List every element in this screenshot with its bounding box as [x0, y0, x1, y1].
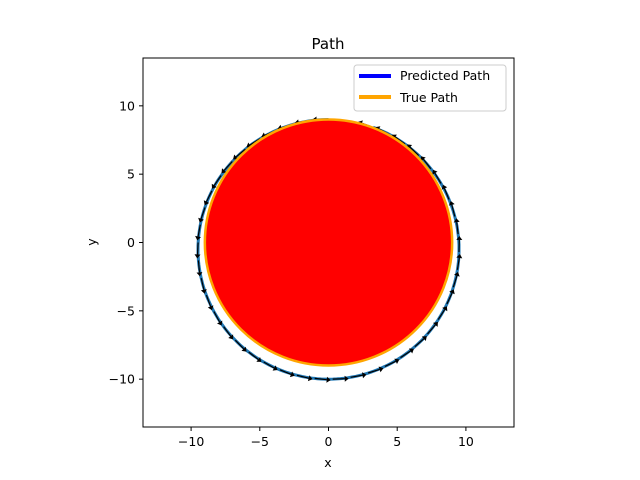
predicted-path-arrow: [434, 172, 442, 184]
x-axis-label: x: [324, 455, 331, 470]
predicted-path-arrowhead: [289, 371, 295, 378]
predicted-path-arrow: [296, 374, 309, 379]
x-axis-ticks: −10 −5 0 5 10: [178, 427, 474, 449]
predicted-path-arrow: [213, 175, 222, 186]
predicted-path-arrowhead: [442, 306, 448, 312]
predicted-path-arrow: [422, 158, 432, 170]
predicted-path-arrowhead: [195, 235, 201, 241]
predicted-path-arrow: [394, 136, 406, 145]
predicted-path-arrowhead: [456, 254, 463, 259]
predicted-path-arrow: [197, 260, 201, 273]
y-tick-label: −5: [117, 303, 135, 318]
predicted-path-arrow: [400, 350, 411, 359]
predicted-path-arrowhead: [196, 272, 203, 277]
predicted-path-arrow: [263, 361, 275, 369]
predicted-path-arrow: [196, 242, 199, 255]
x-tick-label: −10: [178, 434, 204, 449]
predicted-path-arrow: [213, 311, 221, 323]
predicted-path-arrow: [197, 224, 201, 237]
predicted-path-arrowhead: [453, 218, 460, 223]
predicted-path-arrowhead: [432, 169, 438, 175]
predicted-path-arrowhead: [408, 348, 414, 354]
predicted-path-arrow: [234, 339, 245, 350]
plot-area: [194, 116, 463, 383]
predicted-path-arrowhead: [326, 376, 331, 383]
predicted-path-arrowhead: [441, 184, 448, 190]
predicted-path-arrow: [367, 368, 380, 374]
predicted-path-arrowhead: [241, 346, 247, 352]
legend-label-predicted-path: Predicted Path: [400, 68, 490, 83]
predicted-path-arrow: [409, 146, 420, 156]
y-axis-label: y: [84, 238, 99, 246]
y-tick-label: 0: [127, 235, 135, 250]
predicted-path-arrowhead: [307, 375, 313, 382]
predicted-path-arrowhead: [394, 358, 400, 364]
predicted-path-arrow: [223, 161, 233, 171]
predicted-path-arrow: [456, 257, 460, 270]
predicted-path-arrow: [451, 204, 456, 217]
chart-title: Path: [312, 35, 345, 53]
predicted-path-arrow: [235, 148, 246, 158]
predicted-path-arrowhead: [207, 305, 214, 311]
predicted-path-arrowhead: [456, 236, 463, 240]
predicted-path-arrowhead: [211, 183, 217, 189]
predicted-path-arrowhead: [221, 168, 227, 174]
predicted-path-arrow: [427, 324, 436, 335]
predicted-path-arrowhead: [200, 289, 207, 294]
predicted-path-arrow: [414, 338, 425, 348]
y-tick-label: −10: [109, 372, 135, 387]
predicted-path-arrow: [205, 190, 213, 202]
predicted-path-arrowhead: [203, 200, 210, 206]
predicted-path-arrowhead: [449, 289, 455, 295]
predicted-path-arrowhead: [362, 372, 367, 379]
predicted-path-arrowhead: [272, 365, 278, 371]
predicted-path-arrowhead: [420, 156, 426, 162]
predicted-path-arrow: [384, 360, 396, 367]
x-tick-label: 0: [325, 434, 333, 449]
predicted-path-arrowhead: [256, 357, 262, 362]
y-tick-label: 10: [119, 98, 135, 113]
predicted-path-arrowhead: [217, 320, 223, 326]
y-axis-ticks: −10 −5 0 5 10: [109, 98, 143, 387]
true-path-line: [203, 118, 454, 367]
predicted-path-arrow: [200, 277, 205, 290]
predicted-path-arrow: [223, 326, 232, 337]
predicted-path-arrow: [452, 275, 458, 288]
predicted-path-arrow: [314, 377, 327, 381]
predicted-path-arrow: [279, 369, 292, 375]
predicted-path-arrowhead: [421, 336, 427, 341]
predicted-path-arrowhead: [194, 254, 201, 259]
predicted-path-arrow: [456, 222, 459, 235]
predicted-path-arrowhead: [433, 321, 438, 327]
y-tick-label: 5: [127, 167, 135, 182]
predicted-path-arrow: [200, 207, 206, 219]
predicted-path-arrow: [446, 292, 453, 305]
predicted-path-arrowhead: [344, 375, 349, 382]
predicted-path-arrow: [205, 294, 212, 307]
predicted-path-arrow: [350, 374, 363, 378]
predicted-path-arrowhead: [448, 201, 455, 206]
legend: Predicted Path True Path: [353, 64, 507, 112]
predicted-path-arrow: [437, 309, 446, 320]
predicted-path-arrowhead: [378, 366, 384, 373]
predicted-path-arrowhead: [198, 217, 204, 223]
predicted-path-arrowhead: [228, 334, 234, 340]
predicted-path-arrow: [443, 188, 450, 200]
legend-box: [353, 64, 507, 112]
legend-label-true-path: True Path: [399, 90, 458, 105]
predicted-path-arrowhead: [454, 271, 460, 277]
predicted-path-arrow: [248, 351, 259, 360]
x-tick-label: 5: [393, 434, 401, 449]
x-tick-label: −5: [251, 434, 269, 449]
x-tick-label: 10: [458, 434, 474, 449]
